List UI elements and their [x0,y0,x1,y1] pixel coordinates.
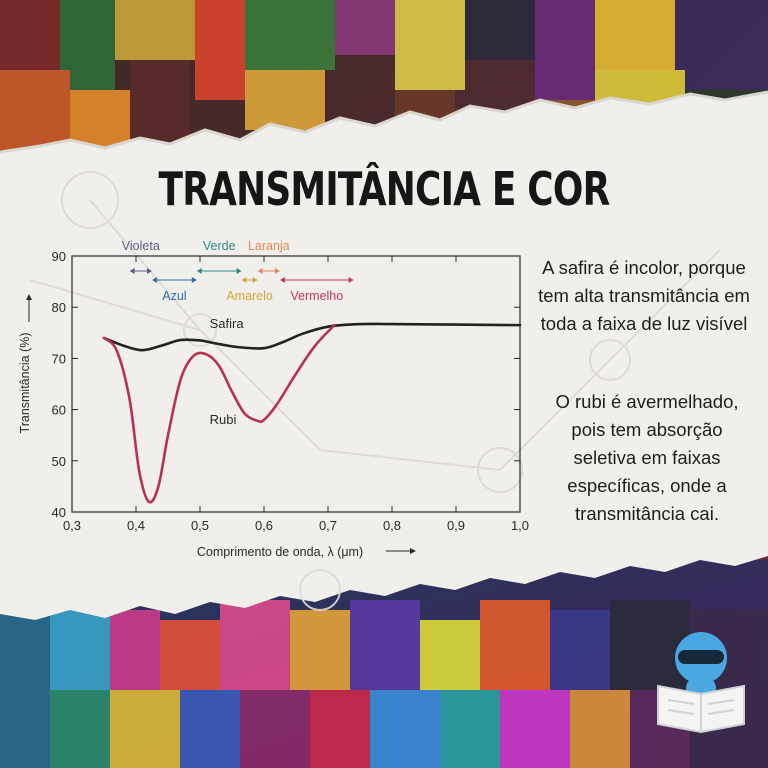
band-arrowhead [280,277,285,283]
y-tick-label: 60 [52,403,66,418]
band-label: Azul [162,289,186,303]
band-arrowhead [252,277,258,283]
band-arrowhead [191,277,197,283]
y-tick-label: 50 [52,454,66,469]
band-arrowhead [152,277,157,283]
band-label: Vermelho [290,289,343,303]
band-label: Amarelo [226,289,273,303]
band-arrowhead [196,268,202,274]
stained-glass-bottom [0,590,768,768]
y-tick-label: 40 [52,505,66,520]
band-label: Verde [203,239,236,253]
chart-ticks: 0,3 0,4 0,5 0,6 0,7 0,8 0,9 1,0 40 50 60 70 80 90 [52,249,530,533]
band-arrowhead [129,268,135,274]
x-axis-arrowhead [410,548,416,554]
band-arrowhead [236,268,242,274]
series-label-safira: Safira [210,316,245,331]
mascot-icon [657,632,745,734]
y-axis-label: Transmitância (%) [18,333,32,434]
page-title: TRANSMITÂNCIA E COR [158,162,611,216]
x-tick-label: 0,7 [319,518,337,533]
band-label: Laranja [248,239,290,253]
series-label-rubi: Rubi [210,412,237,427]
y-tick-label: 90 [52,249,66,264]
x-tick-label: 0,5 [191,518,209,533]
y-tick-label: 70 [52,351,66,366]
series-line-safira [102,322,522,352]
sapphire-explanation: A safira é incolor, porque tem alta tran… [538,257,750,334]
y-axis-arrowhead [26,294,32,300]
x-tick-label: 0,8 [383,518,401,533]
color-bands: Violeta Azul Verde Amarelo Laranja Vermelho [122,239,354,303]
band-arrowhead [241,277,247,283]
band-arrowhead [147,268,152,274]
chart-labels: Comprimento de onda, λ (μm) Transmitância… [18,294,416,559]
paper-watermark [29,171,721,611]
chart-series [102,322,522,504]
x-tick-label: 0,9 [447,518,465,533]
x-tick-label: 1,0 [511,518,529,533]
x-tick-label: 0,6 [255,518,273,533]
x-tick-label: 0,4 [127,518,145,533]
plot-frame [71,255,521,513]
band-arrowhead [257,268,263,274]
band-label: Violeta [122,239,160,253]
band-arrowhead [348,277,354,283]
x-tick-label: 0,3 [63,518,81,533]
y-tick-label: 80 [52,300,66,315]
chart-axes [71,255,521,513]
torn-paper [0,92,768,620]
series-line-rubi [102,323,336,504]
band-arrowhead [275,268,280,274]
ruby-explanation: O rubi é avermelhado, pois tem absorção … [555,391,739,524]
x-axis-label: Comprimento de onda, λ (μm) [197,545,363,559]
